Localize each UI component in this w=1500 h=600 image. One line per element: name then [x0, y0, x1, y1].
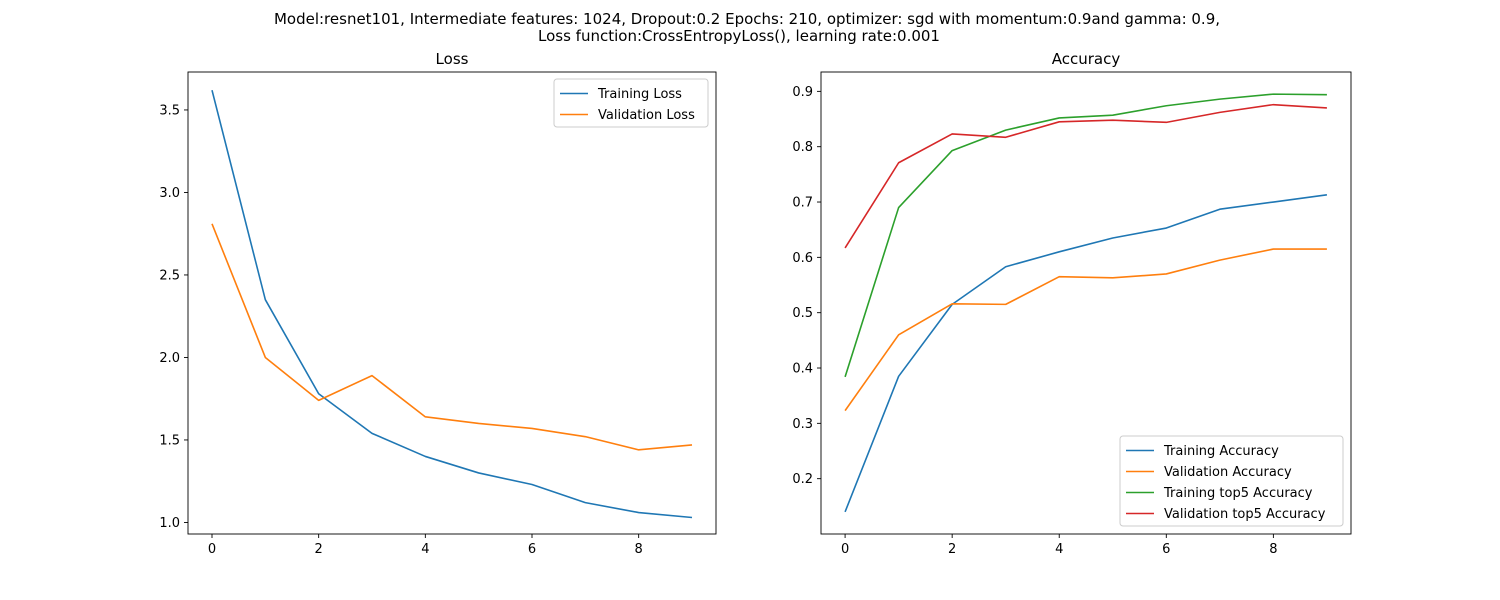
- axes-frame: [187, 71, 717, 535]
- x-tick-label: 4: [1055, 542, 1063, 557]
- legend-box: [1119, 435, 1344, 527]
- y-tick-label: 1.0: [159, 516, 180, 531]
- x-tick-label: 8: [1269, 542, 1277, 557]
- series-line-1: [211, 223, 693, 451]
- x-tick-label: 2: [315, 542, 323, 557]
- x-tick-label: 6: [528, 542, 536, 557]
- y-tick-label: 0.8: [792, 140, 813, 155]
- legend-label: Validation Loss: [598, 108, 695, 123]
- y-tick-label: 2.0: [159, 351, 180, 366]
- x-tick-label: 4: [421, 542, 429, 557]
- legend-box: [553, 78, 709, 128]
- legend-label: Training Loss: [597, 87, 682, 102]
- y-tick-label: 3.5: [159, 103, 180, 118]
- y-tick-label: 0.2: [792, 472, 813, 487]
- x-tick-label: 0: [208, 542, 216, 557]
- legend: Training Accuracy Validation Accuracy Trai…: [1119, 435, 1344, 527]
- y-tick-label: 0.7: [792, 196, 813, 211]
- series-line-0: [844, 194, 1328, 513]
- x-tick-label: 0: [841, 542, 849, 557]
- chart-title: Accuracy: [1052, 50, 1121, 68]
- x-tick-label: 2: [948, 542, 956, 557]
- series-line-1: [844, 248, 1327, 412]
- legend-label: Validation Accuracy: [1164, 465, 1292, 480]
- x-tick-label: 6: [1162, 542, 1170, 557]
- legend-label: Training top5 Accuracy: [1163, 486, 1313, 501]
- legend: Training Loss Validation Loss: [553, 78, 709, 128]
- y-tick-label: 2.5: [159, 268, 180, 283]
- figure-suptitle-line1: Model:resnet101, Intermediate features: …: [274, 10, 1220, 28]
- series-line-3: [844, 103, 1327, 249]
- accuracy-chart: Accuracy 0 2 4 6 8 0.2 0.3 0.4 0.5 0.6 0.7 0.8 0.9 Tra…: [792, 50, 1352, 557]
- y-tick-label: 0.5: [792, 306, 813, 321]
- series-line-2: [844, 93, 1327, 378]
- chart-title: Loss: [436, 50, 469, 68]
- y-tick-label: 0.6: [792, 251, 813, 266]
- y-tick-label: 3.0: [159, 186, 180, 201]
- legend-label: Training Accuracy: [1163, 444, 1279, 459]
- series-line-0: [211, 89, 693, 519]
- y-tick-label: 1.5: [159, 433, 180, 448]
- x-tick-label: 8: [635, 542, 643, 557]
- y-tick-label: 0.3: [792, 417, 813, 432]
- legend-label: Validation top5 Accuracy: [1164, 507, 1326, 522]
- figure-suptitle-line2: Loss function:CrossEntropyLoss(), learni…: [538, 27, 940, 45]
- loss-chart: Loss 0 2 4 6 8 1.0 1.5 2.0 2.5 3.0 3.5 Training Loss…: [159, 50, 717, 557]
- axes-frame: [820, 71, 1352, 535]
- y-tick-label: 0.4: [792, 362, 813, 377]
- y-tick-label: 0.9: [792, 85, 813, 100]
